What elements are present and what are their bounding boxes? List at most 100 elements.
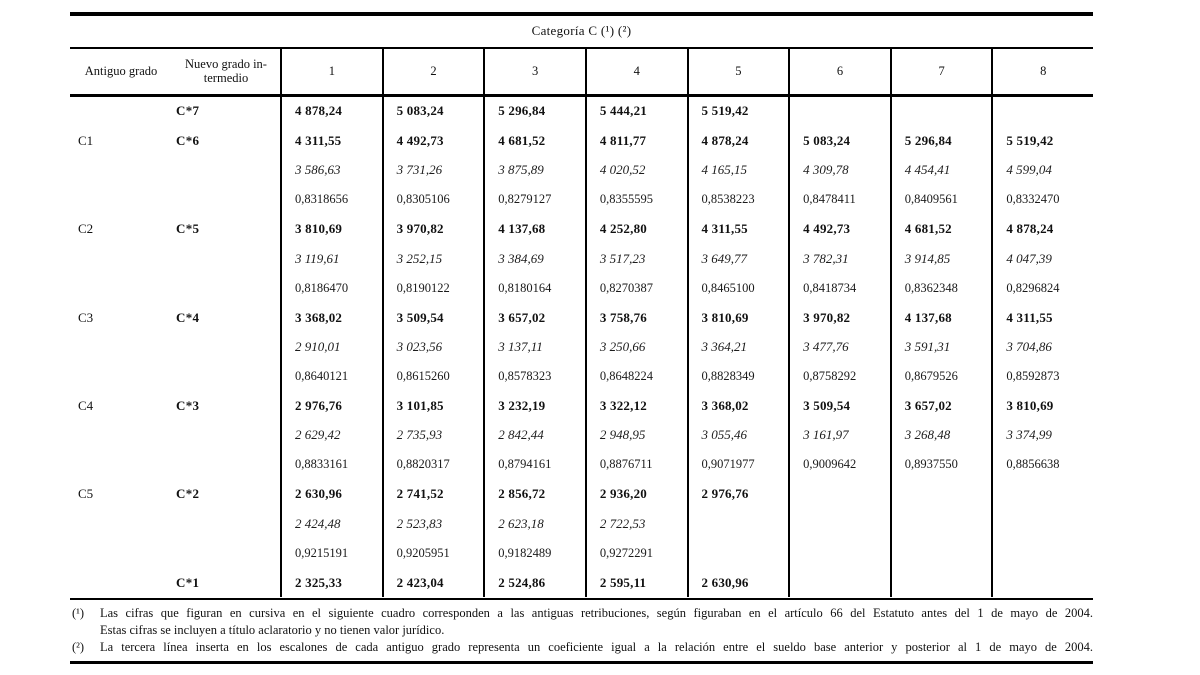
salary-cell: 3 970,82 <box>788 302 890 333</box>
coefficient-cell: 0,8615260 <box>381 361 484 392</box>
salary-cell: 4 311,55 <box>686 214 789 244</box>
salary-cell: 3 509,54 <box>381 302 484 333</box>
table-header-row: Antiguo grado Nuevo grado in- termedio 1… <box>70 46 1093 97</box>
salary-cell: 3 657,02 <box>483 302 585 333</box>
salary-cell: 3 970,82 <box>381 214 484 244</box>
footnote-line: Estas cifras se incluyen a título aclara… <box>100 622 445 637</box>
salary-cell: 2 976,76 <box>686 479 789 510</box>
footnote-marker: (¹) <box>72 605 85 620</box>
column-header-step-8: 8 <box>991 48 1093 94</box>
salary-cell: 2 423,04 <box>381 568 484 598</box>
old-salary-cell: 4 047,39 <box>991 243 1093 274</box>
new-grade-label <box>172 185 280 214</box>
table-row: 2 910,01 3 023,56 3 137,11 3 250,66 3 364,21… <box>70 332 1093 362</box>
salary-cell <box>991 96 1093 126</box>
footnote-line: La tercera línea inserta en los escalone… <box>100 639 1093 654</box>
coefficient-cell: 0,8355595 <box>584 184 687 215</box>
old-grade-label <box>70 362 172 391</box>
table-row: 0,8318656 0,8305106 0,8279127 0,8355595 0,85… <box>70 184 1093 215</box>
table-body: C*7 4 878,24 5 083,24 5 296,84 5 444,21 5 519… <box>70 96 1093 600</box>
coefficient-cell: 0,8332470 <box>991 184 1093 215</box>
salary-cell <box>889 568 992 598</box>
coefficient-cell: 0,8794161 <box>483 450 585 480</box>
salary-cell: 5 083,24 <box>381 96 484 126</box>
salary-cell: 2 595,11 <box>584 568 687 598</box>
column-header-new-grade: Nuevo grado in- termedio <box>172 49 280 94</box>
old-grade-label <box>70 244 172 273</box>
coefficient-cell: 0,8190122 <box>381 273 484 303</box>
old-salary-cell: 3 649,77 <box>686 243 789 274</box>
table-row: C1 C*6 4 311,55 4 492,73 4 681,52 4 811,77 4 8… <box>70 125 1093 156</box>
new-grade-label: C*7 <box>176 103 200 119</box>
old-grade-label: C4 <box>78 397 94 413</box>
salary-cell: 3 810,69 <box>686 302 789 333</box>
coefficient-cell: 0,8409561 <box>889 184 992 215</box>
rule-bottom <box>70 660 1093 664</box>
salary-cell: 5 444,21 <box>584 96 687 126</box>
old-salary-cell: 4 020,52 <box>584 155 687 185</box>
new-grade-label: C*2 <box>176 486 200 502</box>
salary-cell: 3 810,69 <box>280 214 382 244</box>
old-salary-cell: 3 782,31 <box>788 243 890 274</box>
salary-cell: 3 322,12 <box>584 391 687 421</box>
old-salary-cell: 2 623,18 <box>483 509 585 539</box>
coefficient-cell: 0,8828349 <box>686 361 789 392</box>
old-grade-label <box>70 568 172 597</box>
table-row: C*1 2 325,33 2 423,04 2 524,86 2 595,11 2 630… <box>70 568 1093 598</box>
coefficient-cell <box>686 538 789 568</box>
old-salary-cell: 3 875,89 <box>483 155 585 185</box>
column-header-old-grade: Antiguo grado <box>70 49 172 94</box>
salary-cell: 4 492,73 <box>381 125 484 156</box>
salary-cell: 2 856,72 <box>483 479 585 510</box>
salary-cell: 2 630,96 <box>686 568 789 598</box>
old-salary-cell: 3 252,15 <box>381 243 484 274</box>
old-grade-label <box>70 273 172 302</box>
old-salary-cell: 3 384,69 <box>483 243 585 274</box>
table-caption: Categoría C (¹) (²) <box>531 23 632 38</box>
old-salary-cell: 2 629,42 <box>280 420 382 451</box>
salary-cell: 4 137,68 <box>483 214 585 244</box>
coefficient-cell: 0,8318656 <box>280 184 382 215</box>
salary-cell <box>788 568 890 598</box>
salary-cell: 5 083,24 <box>788 125 890 156</box>
old-salary-cell <box>991 509 1093 539</box>
table-row: C*7 4 878,24 5 083,24 5 296,84 5 444,21 5 519… <box>70 96 1093 126</box>
old-salary-cell: 3 374,99 <box>991 420 1093 451</box>
new-grade-label: C*3 <box>176 397 200 413</box>
salary-cell: 2 936,20 <box>584 479 687 510</box>
footnote: (²) La tercera línea inserta en los escal… <box>70 639 1093 656</box>
old-grade-label <box>70 185 172 214</box>
coefficient-cell: 0,9205951 <box>381 538 484 568</box>
coefficient-cell: 0,8538223 <box>686 184 789 215</box>
old-salary-cell: 2 523,83 <box>381 509 484 539</box>
table-row: C5 C*2 2 630,96 2 741,52 2 856,72 2 936,20 2 9… <box>70 479 1093 510</box>
old-salary-cell: 2 948,95 <box>584 420 687 451</box>
old-salary-cell: 2 424,48 <box>280 509 382 539</box>
footnote-text: La tercera línea inserta en los escalone… <box>100 639 1093 656</box>
column-header-step-5: 5 <box>686 48 789 94</box>
new-grade-label <box>172 421 280 450</box>
coefficient-cell: 0,9215191 <box>280 538 382 568</box>
coefficient-cell: 0,8592873 <box>991 361 1093 392</box>
coefficient-cell: 0,8418734 <box>788 273 890 303</box>
rule-top <box>70 12 1093 16</box>
salary-cell: 4 878,24 <box>991 214 1093 244</box>
old-salary-cell: 4 599,04 <box>991 155 1093 185</box>
footnotes-section: (¹) Las cifras que figuran en cursiva en … <box>70 600 1093 661</box>
old-salary-cell: 3 591,31 <box>889 332 992 362</box>
old-salary-cell: 3 731,26 <box>381 155 484 185</box>
old-salary-cell: 2 842,44 <box>483 420 585 451</box>
coefficient-cell: 0,8758292 <box>788 361 890 392</box>
new-grade-label <box>172 332 280 361</box>
salary-cell: 4 878,24 <box>280 96 382 126</box>
salary-cell: 4 137,68 <box>889 302 992 333</box>
coefficient-cell: 0,8876711 <box>584 450 687 480</box>
footnote-marker: (²) <box>72 639 85 654</box>
coefficient-cell: 0,8305106 <box>381 184 484 215</box>
new-grade-label <box>172 509 280 538</box>
salary-cell: 5 519,42 <box>686 96 789 126</box>
old-salary-cell <box>686 509 789 539</box>
old-salary-cell: 3 023,56 <box>381 332 484 362</box>
old-grade-label <box>70 539 172 568</box>
